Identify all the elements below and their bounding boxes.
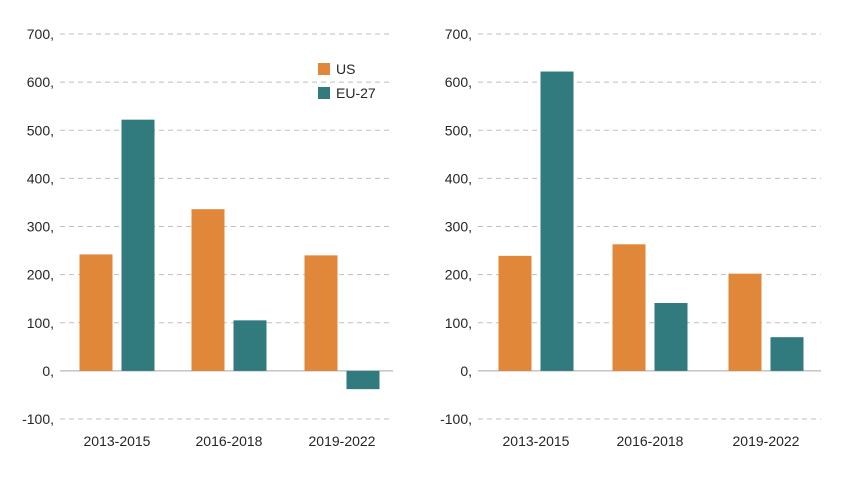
bar-eu-27 (770, 337, 804, 371)
x-tick-label: 2013-2015 (84, 433, 151, 449)
legend-swatch-eu-27 (318, 87, 330, 99)
y-tick-label: 0, (460, 363, 472, 379)
left-chart-panel: -100, 0, 100, 200, 300, 400, 500, 600, 700, 2013-… (22, 26, 393, 449)
legend-swatch-us (318, 63, 330, 75)
x-tick-label: 2016-2018 (617, 433, 684, 449)
y-tick-label: 400, (445, 170, 472, 186)
y-tick-label: 300, (445, 219, 472, 235)
bar-us (612, 244, 646, 371)
y-tick-label: 700, (27, 26, 54, 42)
bar-eu-27 (121, 119, 155, 371)
bar-us (498, 255, 532, 371)
legend-label: EU-27 (336, 85, 376, 101)
y-tick-label: 200, (27, 267, 54, 283)
bar-us (728, 273, 762, 371)
bar-eu-27 (346, 370, 380, 390)
y-tick-label: 100, (445, 315, 472, 331)
bar-eu-27 (233, 320, 267, 371)
bar-eu-27 (654, 303, 688, 371)
y-tick-label: 400, (27, 170, 54, 186)
x-tick-label: 2013-2015 (503, 433, 570, 449)
y-tick-label: 600, (445, 74, 472, 90)
x-tick-label: 2016-2018 (196, 433, 263, 449)
bar-eu-27 (540, 71, 574, 371)
right-chart-panel: -100, 0, 100, 200, 300, 400, 500, 600, 700, 2013-… (440, 26, 821, 449)
x-tick-label: 2019-2022 (733, 433, 800, 449)
y-tick-label: 200, (445, 267, 472, 283)
bar-us (304, 255, 338, 371)
x-tick-label: 2019-2022 (309, 433, 376, 449)
y-tick-label: 700, (445, 26, 472, 42)
y-tick-label: 300, (27, 219, 54, 235)
y-tick-label: 100, (27, 315, 54, 331)
y-tick-label: -100, (22, 411, 54, 427)
bar-us (191, 209, 225, 371)
y-tick-label: 600, (27, 74, 54, 90)
bar-us (79, 254, 113, 371)
y-tick-label: -100, (440, 411, 472, 427)
y-tick-label: 500, (445, 122, 472, 138)
legend-label: US (336, 61, 355, 77)
y-tick-label: 500, (27, 122, 54, 138)
y-tick-label: 0, (42, 363, 54, 379)
